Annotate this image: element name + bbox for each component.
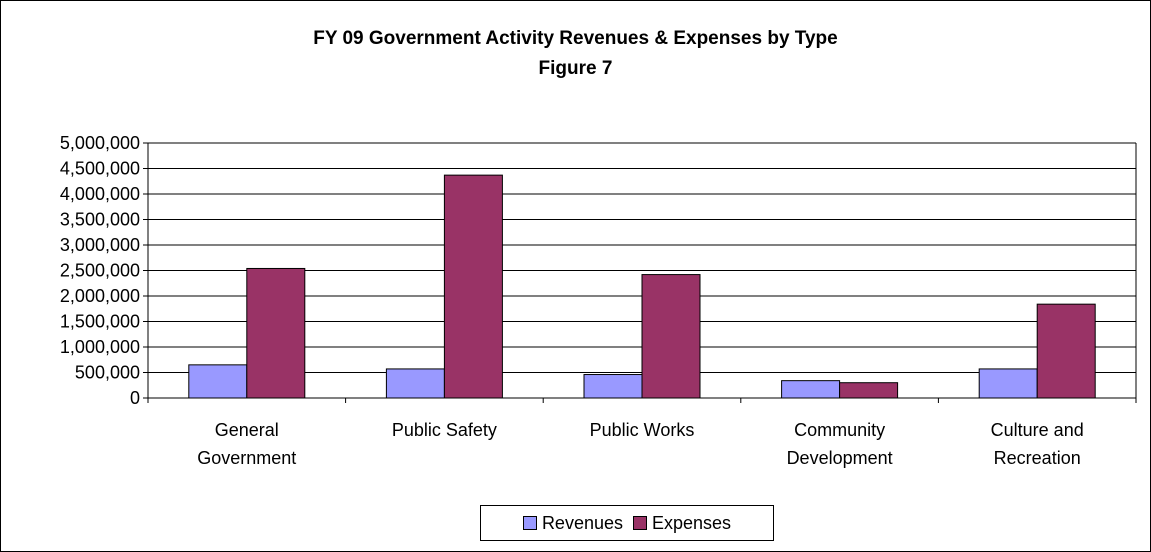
legend-swatch-revenues [522, 516, 537, 530]
legend-label-expenses: Expenses [652, 512, 732, 533]
y-tick-label: 3,000,000 [60, 235, 140, 255]
chart-title: FY 09 Government Activity Revenues & Exp… [313, 28, 838, 49]
bar-revenues-4 [978, 368, 1038, 399]
y-tick-label: 500,000 [75, 363, 140, 383]
legend-item-expenses: Expenses [633, 513, 731, 534]
bar-expenses-4 [1036, 303, 1096, 399]
legend-swatch-expenses [633, 516, 647, 530]
y-tick-label: 0 [130, 388, 140, 408]
x-category-label: Recreation [994, 448, 1081, 468]
bar-expenses-2 [641, 274, 701, 399]
bar-revenues-2 [583, 374, 643, 399]
y-tick-label: 2,000,000 [60, 286, 140, 306]
x-category-label: Development [787, 448, 893, 468]
x-axis-labels: General Government Public Safety Public Wor… [197, 420, 1083, 468]
chart-subtitle: Figure 7 [538, 58, 613, 79]
y-tick-label: 4,000,000 [60, 184, 140, 204]
bar-expenses-1 [443, 174, 503, 399]
x-category-label: Culture and [991, 420, 1084, 440]
y-tick-label: 3,500,000 [60, 210, 140, 230]
bar-chart: 0 500,000 1,000,000 1,500,000 2,000,000 2,500… [60, 133, 1137, 468]
x-category-label: Community [794, 420, 885, 440]
y-tick-label: 4,500,000 [60, 159, 140, 179]
bar-revenues-0 [188, 364, 248, 399]
x-category-label: Public Safety [392, 420, 497, 440]
y-tick-label: 1,500,000 [60, 312, 140, 332]
y-axis-ticks: 0 500,000 1,000,000 1,500,000 2,000,000 2,500… [60, 133, 148, 408]
bar-expenses-0 [246, 267, 306, 399]
axes [147, 143, 1137, 403]
x-category-label: Public Works [590, 420, 695, 440]
bar-expenses-3 [839, 382, 899, 399]
bar-revenues-1 [385, 368, 445, 399]
x-category-label: Government [197, 448, 296, 468]
legend-label-revenues: Revenues [541, 512, 623, 533]
legend: Revenues Expenses [480, 505, 774, 541]
y-tick-label: 1,000,000 [60, 337, 140, 357]
bars [188, 174, 1096, 399]
bar-revenues-3 [781, 380, 841, 399]
x-category-label: General [215, 420, 279, 440]
y-tick-label: 2,500,000 [60, 261, 140, 281]
legend-item-revenues: Revenues [522, 512, 623, 534]
y-tick-label: 5,000,000 [60, 133, 140, 153]
